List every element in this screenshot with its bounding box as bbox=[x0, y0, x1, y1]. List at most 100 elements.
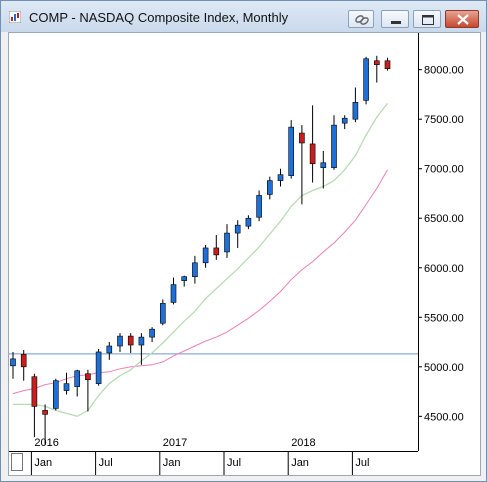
title-bar[interactable]: COMP - NASDAQ Composite Index, Monthly bbox=[1, 1, 486, 32]
price-tick-label: 6500.00 bbox=[424, 213, 464, 225]
window-title: COMP - NASDAQ Composite Index, Monthly bbox=[29, 10, 289, 25]
candle-body bbox=[331, 124, 337, 169]
candle-body bbox=[181, 276, 187, 281]
candle-body bbox=[138, 336, 145, 346]
candle-body bbox=[352, 102, 359, 120]
chart-corner-box bbox=[11, 453, 23, 471]
candle[interactable] bbox=[288, 120, 295, 179]
candle[interactable] bbox=[95, 348, 102, 386]
year-label: 2016 bbox=[34, 437, 58, 449]
candle-body bbox=[224, 232, 230, 253]
candle-body bbox=[256, 195, 262, 218]
candle[interactable] bbox=[52, 378, 59, 411]
candle[interactable] bbox=[117, 333, 123, 352]
candle-body bbox=[20, 354, 27, 368]
candle-body bbox=[309, 143, 316, 165]
price-tick-label: 8000.00 bbox=[424, 65, 464, 77]
candle-body bbox=[31, 376, 38, 407]
price-tick-label: 4500.00 bbox=[424, 411, 464, 423]
year-label: 2018 bbox=[291, 437, 315, 449]
maximize-icon bbox=[422, 15, 434, 25]
maximize-button[interactable] bbox=[413, 10, 441, 28]
month-label: Jan bbox=[163, 457, 181, 469]
candle[interactable] bbox=[138, 333, 145, 365]
candle-body bbox=[320, 162, 327, 169]
candle[interactable] bbox=[352, 87, 359, 123]
candle-body bbox=[234, 224, 241, 234]
candle[interactable] bbox=[331, 115, 337, 170]
candle[interactable] bbox=[192, 255, 198, 284]
link-icon bbox=[355, 15, 369, 25]
candle-body bbox=[10, 358, 16, 367]
candle-body bbox=[192, 262, 198, 277]
candle[interactable] bbox=[373, 55, 380, 83]
candle[interactable] bbox=[63, 372, 70, 395]
month-label: Jul bbox=[227, 457, 241, 469]
candle[interactable] bbox=[363, 56, 369, 105]
moving-average-long-line bbox=[12, 169, 388, 395]
candle-body bbox=[266, 180, 273, 195]
candle[interactable] bbox=[20, 349, 27, 381]
year-label: 2017 bbox=[163, 437, 187, 449]
candle[interactable] bbox=[256, 190, 262, 222]
candle[interactable] bbox=[149, 327, 155, 343]
month-label: Jan bbox=[291, 457, 309, 469]
candle[interactable] bbox=[245, 215, 252, 230]
candle-body bbox=[106, 345, 113, 354]
candle-body bbox=[384, 60, 391, 69]
price-tick-label: 7000.00 bbox=[424, 164, 464, 176]
candle-body bbox=[42, 410, 48, 415]
candle-body bbox=[95, 351, 102, 384]
candle[interactable] bbox=[31, 373, 38, 438]
candle[interactable] bbox=[74, 369, 80, 397]
candle-body bbox=[363, 58, 369, 101]
candle[interactable] bbox=[309, 105, 316, 183]
candle[interactable] bbox=[320, 150, 327, 189]
candle-body bbox=[245, 217, 252, 227]
candle-body bbox=[127, 335, 134, 346]
candle-body bbox=[170, 284, 177, 303]
candle-body bbox=[149, 328, 155, 338]
candle-body bbox=[288, 126, 295, 176]
candle-body bbox=[74, 370, 80, 387]
candle[interactable] bbox=[85, 369, 91, 412]
moving-average-short-line bbox=[13, 102, 389, 417]
candle[interactable] bbox=[160, 299, 166, 326]
candle-body bbox=[85, 373, 91, 380]
candle[interactable] bbox=[266, 176, 273, 200]
candlestick-chart[interactable]: 4500.00 5000.00 5500.00 6000.00 6500.00 7000.… bbox=[9, 33, 480, 475]
candle[interactable] bbox=[213, 235, 220, 260]
candle[interactable] bbox=[299, 125, 305, 205]
candle[interactable] bbox=[127, 333, 134, 353]
candle-body bbox=[117, 335, 123, 347]
candle[interactable] bbox=[181, 275, 187, 287]
close-icon bbox=[457, 14, 469, 25]
price-tick-label: 7500.00 bbox=[424, 114, 464, 126]
month-label: Jul bbox=[99, 457, 113, 469]
candle[interactable] bbox=[341, 115, 348, 130]
candle[interactable] bbox=[234, 220, 241, 248]
month-label: Jul bbox=[355, 457, 369, 469]
candle-body bbox=[373, 60, 380, 66]
chart-area[interactable]: 4500.00 5000.00 5500.00 6000.00 6500.00 7000.… bbox=[8, 32, 481, 476]
candle-body bbox=[63, 383, 70, 391]
candle-body bbox=[341, 117, 348, 124]
price-tick-label: 5500.00 bbox=[424, 312, 464, 324]
close-button[interactable] bbox=[445, 10, 479, 28]
price-tick-label: 5000.00 bbox=[424, 362, 464, 374]
candle[interactable] bbox=[277, 168, 284, 187]
candle[interactable] bbox=[202, 244, 209, 268]
candle[interactable] bbox=[384, 57, 391, 71]
minimize-button[interactable] bbox=[381, 10, 409, 28]
candle[interactable] bbox=[106, 342, 113, 360]
price-tick-label: 6000.00 bbox=[424, 263, 464, 275]
candle[interactable] bbox=[42, 404, 48, 446]
link-button[interactable] bbox=[348, 10, 374, 28]
candle-body bbox=[52, 380, 59, 409]
candle[interactable] bbox=[10, 351, 16, 379]
candle[interactable] bbox=[170, 277, 177, 305]
candle-body bbox=[277, 174, 284, 181]
candle[interactable] bbox=[224, 224, 230, 258]
minimize-icon bbox=[391, 21, 401, 24]
